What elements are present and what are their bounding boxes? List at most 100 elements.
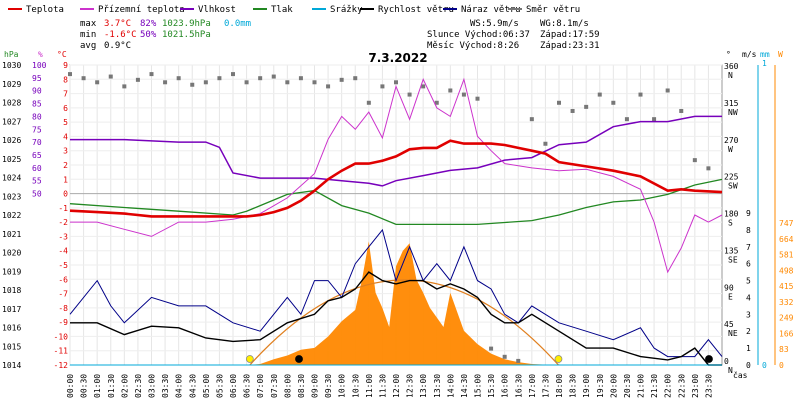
wind-direction-point xyxy=(679,108,684,113)
hpa-tick-label: 1022 xyxy=(2,211,21,220)
wind-direction-point xyxy=(326,84,331,89)
time-tick-label: 05:30 xyxy=(215,374,224,398)
time-tick-label: 06:30 xyxy=(243,374,252,398)
celsius-tick-label: 2 xyxy=(63,161,68,170)
celsius-axis-label: °C xyxy=(57,50,67,59)
time-tick-label: 14:00 xyxy=(446,374,455,398)
celsius-tick-label: 9 xyxy=(63,61,68,70)
wind-direction-point xyxy=(692,158,697,163)
wind-direction-point xyxy=(557,100,561,105)
celsius-tick-label: 3 xyxy=(63,147,68,156)
wind-direction-point xyxy=(108,74,113,79)
stats-block: max 3.7°C 82% 1023.9hPa 0.0mm min -1.6°C… xyxy=(80,19,251,51)
time-tick-label: 12:30 xyxy=(406,374,415,398)
wind-direction-point xyxy=(665,88,670,93)
wind-direction-point xyxy=(122,84,127,89)
series-line-wind-speed xyxy=(70,271,722,366)
time-tick-label: 07:00 xyxy=(256,374,265,398)
time-tick-label: 01:00 xyxy=(93,374,102,398)
wind-tick-label: 7 xyxy=(746,243,751,252)
wind-direction-point xyxy=(95,80,100,85)
wind-direction-point xyxy=(706,166,711,171)
time-tick-label: 03:30 xyxy=(161,374,170,398)
celsius-tick-label: -8 xyxy=(58,304,68,313)
time-tick-label: 03:00 xyxy=(148,374,157,398)
stat-min-hum: 50% xyxy=(140,30,157,40)
time-tick-label: 12:00 xyxy=(392,374,401,398)
time-axis-label: čas xyxy=(733,370,748,380)
sun-marker xyxy=(245,355,254,363)
stat-avg-temp: 0.9°C xyxy=(104,41,131,51)
wind-axis-label: m/s xyxy=(742,50,757,59)
info-moon: Měsíc Východ:8:26 xyxy=(427,41,519,51)
rain-axis-label: mm xyxy=(760,50,770,59)
direction-tick-label: 315 xyxy=(724,99,739,108)
time-tick-label: 07:30 xyxy=(270,374,279,398)
pct-tick-label: 75 xyxy=(32,125,42,134)
celsius-tick-label: -2 xyxy=(58,218,68,227)
wind-direction-point xyxy=(271,74,276,79)
celsius-tick-label: 0 xyxy=(63,190,68,199)
compass-tick-label: S xyxy=(728,219,733,228)
legend-label-4: Srážky xyxy=(330,5,363,15)
direction-tick-label: 360 xyxy=(724,62,739,71)
pct-tick-label: 95 xyxy=(32,74,42,83)
wind-tick-label: 0 xyxy=(746,361,751,370)
wind-direction-point xyxy=(258,76,263,81)
rain-tick-label: 1 xyxy=(762,59,767,68)
hpa-tick-label: 1024 xyxy=(2,174,21,183)
solar-tick-label: 332 xyxy=(779,298,794,307)
wind-direction-point xyxy=(529,117,534,122)
hpa-tick-label: 1016 xyxy=(2,324,21,333)
rain-tick-label: 0 xyxy=(762,361,767,370)
series-line-humidity xyxy=(70,115,722,187)
time-tick-label: 23:00 xyxy=(691,374,700,398)
direction-tick-label: 180 xyxy=(724,210,739,219)
stat-max-press: 1023.9hPa xyxy=(162,19,211,29)
stat-min-label: min xyxy=(80,30,96,40)
stat-min-press: 1021.5hPa xyxy=(162,30,211,40)
wind-direction-point xyxy=(81,76,86,81)
wind-tick-label: 3 xyxy=(746,310,751,319)
series-line-pressure xyxy=(69,178,723,226)
time-tick-label: 13:30 xyxy=(433,374,442,398)
hpa-tick-label: 1028 xyxy=(2,99,21,108)
moon-marker xyxy=(705,355,713,363)
wind-direction-point xyxy=(163,80,168,85)
legend: Teplota Přízemní teplota Vlhkost Tlak Srážky… xyxy=(8,5,580,15)
stat-max-hum: 82% xyxy=(140,19,157,29)
solar-tick-label: 747 xyxy=(779,219,794,228)
wind-direction-point xyxy=(312,80,317,85)
solar-tick-label: 249 xyxy=(779,314,794,323)
pct-tick-label: 85 xyxy=(32,100,42,109)
wind-direction-point xyxy=(448,88,453,93)
solar-tick-label: 581 xyxy=(779,251,794,260)
pct-tick-label: 70 xyxy=(32,138,42,147)
wind-direction-point xyxy=(434,100,439,105)
time-tick-label: 21:30 xyxy=(650,374,659,398)
wind-direction-point xyxy=(421,84,426,89)
time-tick-label: 11:30 xyxy=(378,374,387,398)
time-tick-label: 18:30 xyxy=(569,374,578,398)
hpa-tick-label: 1030 xyxy=(2,61,21,70)
time-tick-label: 02:30 xyxy=(134,374,143,398)
wind-direction-point xyxy=(68,72,72,77)
time-tick-label: 16:30 xyxy=(514,374,523,398)
compass-tick-label: NW xyxy=(728,108,738,117)
direction-tick-label: 90 xyxy=(724,283,734,292)
legend-label-1: Přízemní teplota xyxy=(98,5,185,15)
compass-tick-label: SE xyxy=(728,255,738,264)
time-tick-label: 22:00 xyxy=(664,374,673,398)
pct-tick-label: 55 xyxy=(32,177,42,186)
time-tick-label: 15:30 xyxy=(487,374,496,398)
time-tick-label: 19:00 xyxy=(582,374,591,398)
solar-tick-label: 83 xyxy=(779,345,789,354)
solar-tick-label: 498 xyxy=(779,266,794,275)
direction-tick-label: 270 xyxy=(724,136,739,145)
hpa-tick-label: 1025 xyxy=(2,155,21,164)
hpa-tick-label: 1020 xyxy=(2,249,21,258)
wind-direction-point xyxy=(244,80,249,85)
direction-axis-label: ° xyxy=(726,50,731,59)
compass-tick-label: N xyxy=(728,366,733,375)
solar-tick-label: 166 xyxy=(779,329,794,338)
